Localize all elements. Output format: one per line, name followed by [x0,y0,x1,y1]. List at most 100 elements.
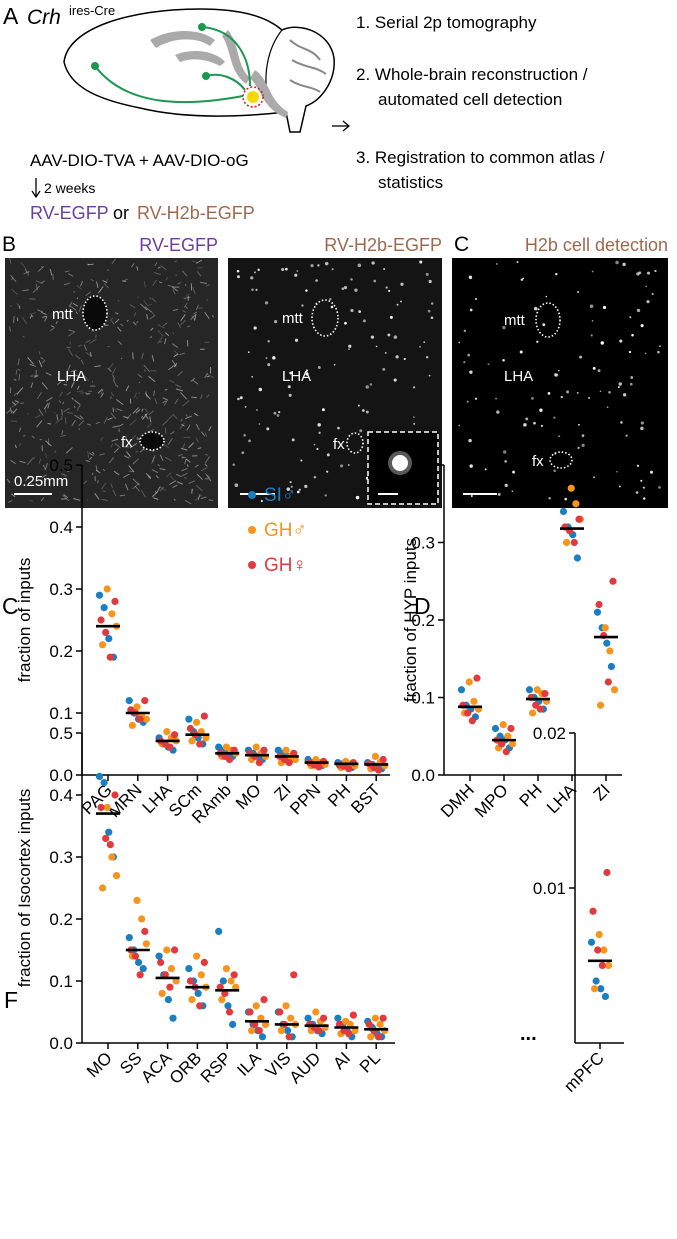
virus-text: AAV-DIO-TVA + AAV-DIO-oG [30,151,249,170]
texture [241,451,245,455]
texture [631,333,634,337]
texture [74,399,81,405]
region-label: fx [333,436,345,453]
y-tick-label: 0.2 [49,642,73,661]
texture [248,439,251,443]
texture [581,443,585,447]
texture [67,331,76,337]
texture [618,485,621,488]
texture [47,402,50,409]
y-tick-label: 0.3 [49,848,73,867]
texture [237,397,240,401]
texture [208,499,214,501]
data-point [134,958,143,967]
texture [287,385,291,389]
texture [22,289,29,292]
data-point [610,686,619,694]
data-point [573,554,582,562]
texture [34,374,39,378]
texture [185,293,190,297]
y-tick-label: 0.01 [533,879,566,898]
data-point [508,740,517,748]
data-point [345,1030,353,1038]
step-text: 1. Serial 2p tomography [356,13,537,32]
x-tick-label: ILA [233,1048,265,1080]
texture [86,423,92,426]
rv-h2b-egfp: RV-H2b-EGFP [137,203,255,223]
texture [629,316,632,319]
texture [466,400,469,403]
x-tick-label: RSP [197,1048,235,1086]
texture [200,281,208,285]
data-point [188,996,196,1004]
texture [651,292,654,296]
texture [65,463,68,466]
texture [9,326,11,332]
data-point [155,952,163,960]
texture [120,357,123,360]
texture [67,470,70,473]
texture [18,305,21,310]
texture [468,275,473,280]
texture [37,309,43,313]
texture [191,260,198,263]
texture [167,438,173,446]
texture [169,480,177,485]
texture [253,326,257,330]
texture [137,373,143,378]
legend-marker [248,526,256,534]
texture [606,406,609,409]
y-tick-label: 0.3 [49,580,73,599]
texture [129,418,137,426]
texture [350,278,353,281]
texture [195,437,199,443]
texture [369,383,373,386]
texture [152,279,157,286]
texture [143,364,151,373]
texture [100,388,104,395]
texture [27,357,34,365]
texture [11,276,14,281]
texture [204,311,210,319]
texture [236,269,240,273]
texture [109,317,114,322]
x-tick-label: MRN [105,780,146,821]
data-point [200,958,208,967]
texture [111,258,117,265]
texture [239,396,243,400]
texture [13,316,15,324]
texture [55,418,62,424]
texture [153,272,161,276]
texture [163,400,168,407]
texture [67,364,71,372]
data-point [186,977,195,985]
wait-text: 2 weeks [44,180,95,196]
texture [113,448,119,454]
texture [553,469,556,472]
texture [237,275,240,279]
data-point [252,1002,260,1010]
texture [97,480,99,484]
texture [195,304,199,311]
texture [20,402,24,404]
texture [636,464,640,467]
texture [73,498,81,501]
texture [170,475,175,481]
data-point [285,759,293,767]
texture [533,421,536,425]
texture [149,416,152,423]
texture [196,271,202,277]
texture [591,270,594,273]
texture [35,414,41,419]
texture [430,302,434,305]
data-point [379,755,387,764]
texture [18,442,22,447]
texture [8,499,13,503]
panel-letter: F [4,987,18,1013]
texture [89,452,94,457]
data-point [351,1027,359,1035]
texture [523,423,527,427]
texture [144,408,149,414]
data-point [283,1027,292,1035]
